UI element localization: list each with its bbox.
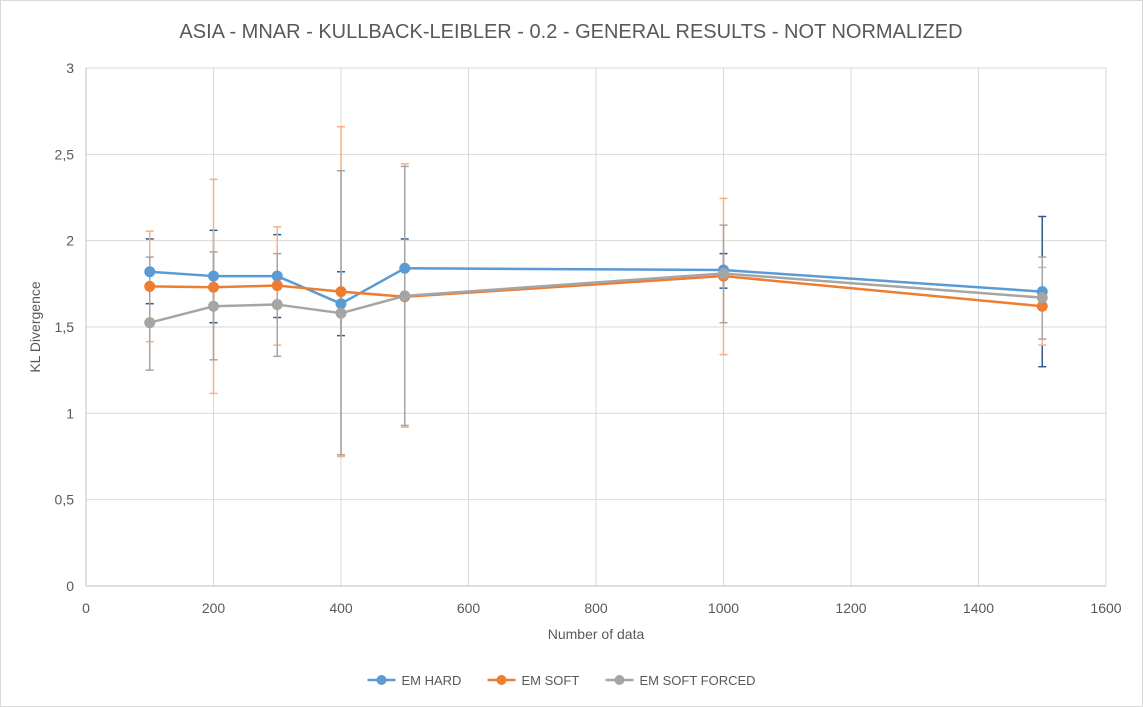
y-tick-label: 3 xyxy=(66,60,74,76)
data-point xyxy=(144,317,156,329)
x-tick-label: 0 xyxy=(82,600,90,616)
legend-item: EM HARD xyxy=(367,673,462,688)
legend: EM HARD EM SOFT EM SOFT FORCED xyxy=(367,673,756,688)
data-point xyxy=(271,280,283,292)
data-point xyxy=(335,307,347,319)
y-axis-label: KL Divergence xyxy=(27,281,43,373)
data-point xyxy=(335,298,347,310)
data-point xyxy=(144,280,156,292)
legend-label: EM HARD xyxy=(402,673,462,688)
tick-labels: 0 0,5 1 1,5 2 2,5 3 0 200 400 600 800 1000 1200 1400 16… xyxy=(55,60,1122,616)
legend-label: EM SOFT FORCED xyxy=(640,673,756,688)
x-tick-label: 1600 xyxy=(1090,600,1121,616)
legend-item: EM SOFT xyxy=(487,673,580,688)
data-point xyxy=(1036,292,1048,304)
legend-swatch-marker xyxy=(376,675,387,685)
data-point xyxy=(208,300,219,312)
data-point xyxy=(271,299,283,311)
x-tick-label: 600 xyxy=(457,600,481,616)
x-tick-label: 800 xyxy=(584,600,608,616)
grid-layer xyxy=(85,67,1107,587)
data-point xyxy=(335,286,347,298)
y-tick-label: 2,5 xyxy=(55,146,75,162)
x-axis-label: Number of data xyxy=(548,626,645,642)
legend-swatch-marker xyxy=(496,675,507,685)
x-tick-label: 1400 xyxy=(963,600,994,616)
data-point xyxy=(271,270,283,282)
y-tick-label: 0 xyxy=(66,578,74,594)
y-tick-label: 1,5 xyxy=(55,319,75,335)
legend-swatch-marker xyxy=(614,675,625,685)
data-point xyxy=(718,267,729,279)
y-tick-label: 1 xyxy=(66,405,74,421)
x-tick-label: 200 xyxy=(202,600,226,616)
y-tick-label: 0,5 xyxy=(55,492,75,508)
chart-title: ASIA - MNAR - KULLBACK-LEIBLER - 0.2 - G… xyxy=(179,21,962,43)
series-points xyxy=(144,262,1048,329)
legend-label: EM SOFT xyxy=(522,673,580,688)
data-point xyxy=(144,266,156,278)
x-tick-label: 1000 xyxy=(708,600,739,616)
x-tick-label: 1200 xyxy=(835,600,866,616)
x-tick-label: 400 xyxy=(329,600,353,616)
data-point xyxy=(399,262,411,274)
data-point xyxy=(208,281,219,293)
data-point xyxy=(208,270,219,282)
legend-item: EM SOFT FORCED xyxy=(605,673,756,688)
data-point xyxy=(399,290,411,302)
y-tick-label: 2 xyxy=(66,233,74,249)
